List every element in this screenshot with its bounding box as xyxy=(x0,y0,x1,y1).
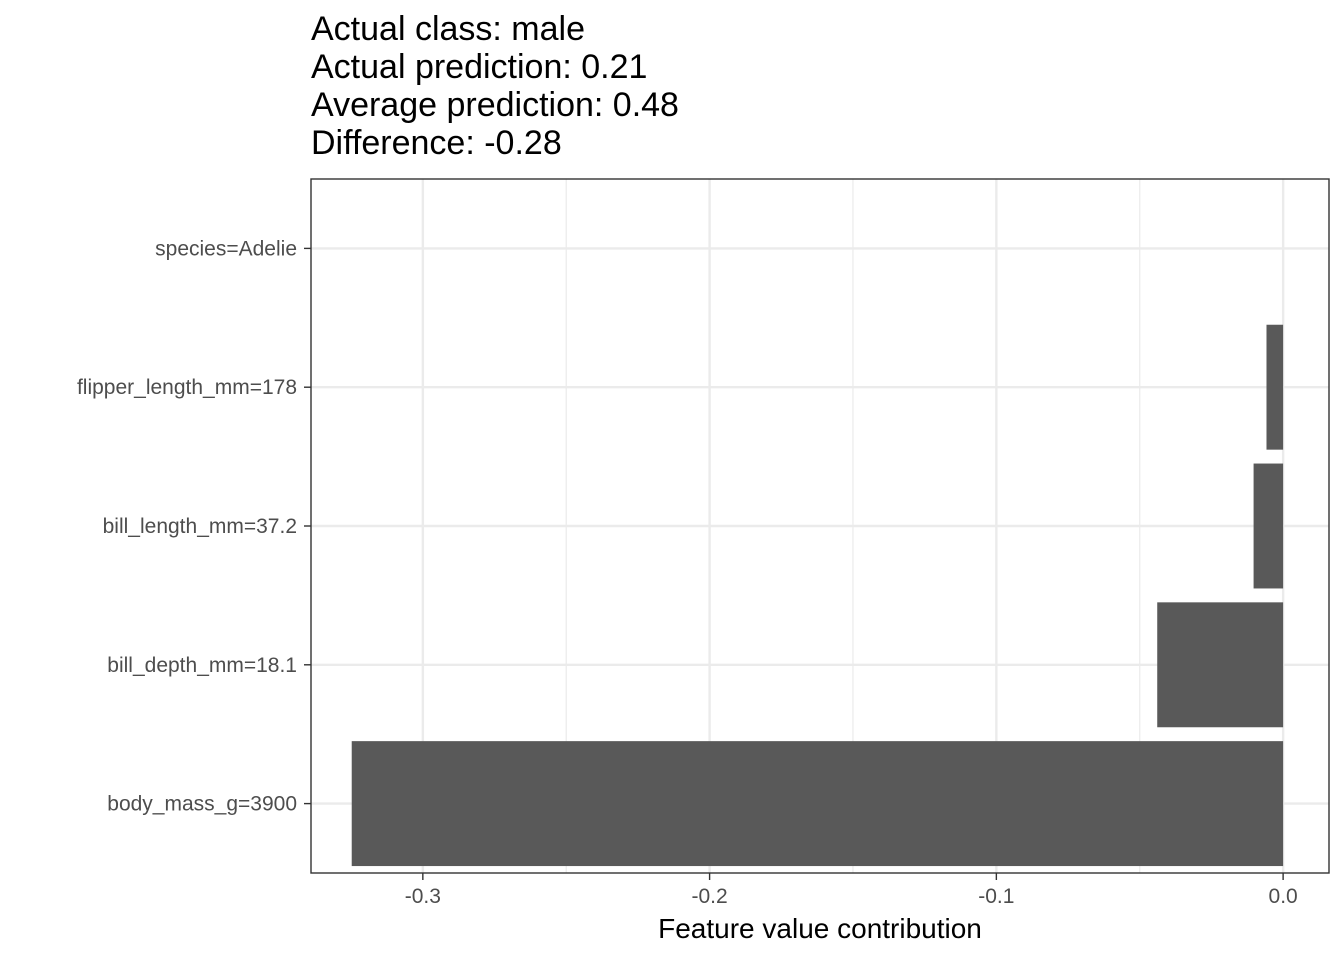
title-line-actual-prediction: Actual prediction: 0.21 xyxy=(311,48,647,86)
y-tick-label: bill_depth_mm=18.1 xyxy=(107,654,297,677)
title-line-difference: Difference: -0.28 xyxy=(311,124,562,162)
x-axis: -0.3 -0.2 -0.1 0.0 xyxy=(405,873,1298,908)
y-axis: species=Adelie flipper_length_mm=178 bill_… xyxy=(77,237,311,816)
bar xyxy=(1157,602,1284,728)
y-tick-label: body_mass_g=3900 xyxy=(107,793,297,816)
bar xyxy=(1253,463,1284,589)
y-tick-label: bill_length_mm=37.2 xyxy=(103,515,297,538)
x-tick-label: -0.2 xyxy=(692,885,728,908)
bar xyxy=(351,741,1284,867)
x-tick-label: -0.3 xyxy=(405,885,441,908)
bar xyxy=(1266,324,1284,450)
y-tick-label: flipper_length_mm=178 xyxy=(77,376,297,399)
y-tick-label: species=Adelie xyxy=(155,237,297,260)
x-tick-label: -0.1 xyxy=(978,885,1014,908)
chart-title: Actual class: male Actual prediction: 0.… xyxy=(311,10,679,162)
title-line-average-prediction: Average prediction: 0.48 xyxy=(311,86,679,124)
x-axis-title: Feature value contribution xyxy=(658,913,982,944)
bars xyxy=(351,324,1284,867)
x-tick-label: 0.0 xyxy=(1269,885,1298,908)
title-line-actual-class: Actual class: male xyxy=(311,10,585,48)
